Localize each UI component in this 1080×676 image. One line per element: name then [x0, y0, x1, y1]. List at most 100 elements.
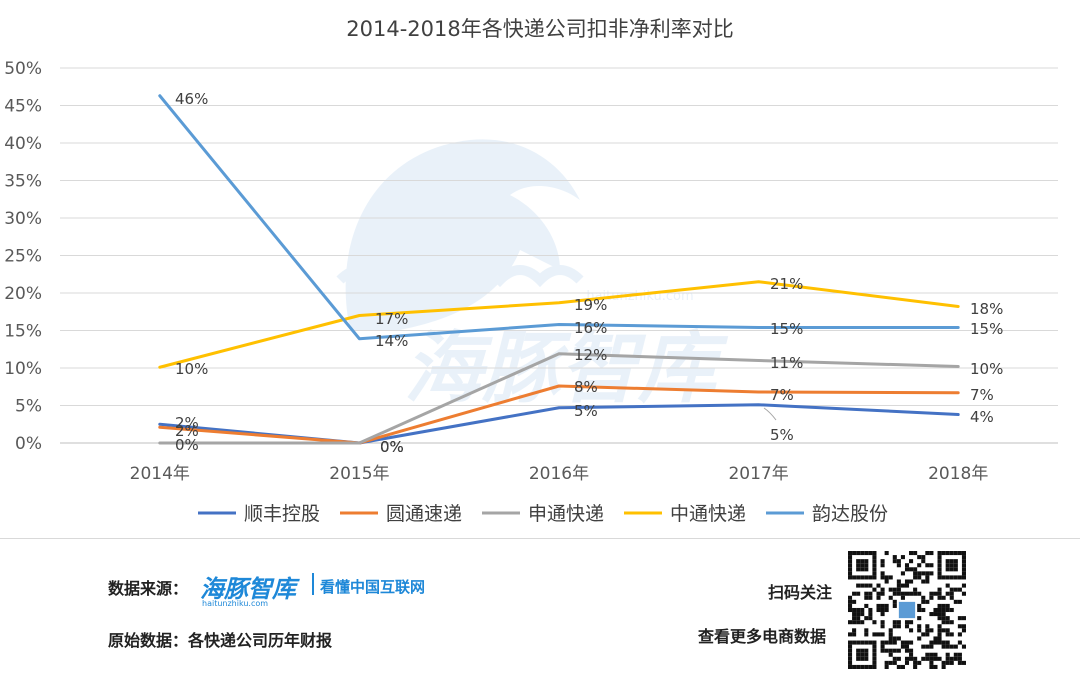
qr-module [848, 652, 853, 657]
qr-center-logo-icon [898, 601, 916, 619]
qr-module [872, 632, 877, 637]
qr-module [925, 656, 930, 661]
data-label: 17% [375, 310, 408, 328]
qr-module [896, 559, 901, 564]
qr-module [929, 571, 934, 576]
y-tick-label: 10% [4, 359, 42, 379]
qr-module [961, 660, 966, 665]
qr-module [913, 656, 918, 661]
qr-module [925, 579, 930, 584]
qr-module [860, 567, 865, 572]
qr-module [925, 551, 930, 556]
qr-module [884, 575, 889, 580]
qr-module [941, 628, 946, 633]
qr-module [937, 640, 942, 645]
legend: 顺丰控股 圆通速递 申通快递 中通快递 韵达股份 [198, 503, 888, 525]
qr-module [876, 607, 881, 613]
qr-module [941, 644, 946, 649]
y-tick-label: 30% [4, 209, 42, 229]
qr-module [860, 551, 865, 556]
qr-module [917, 603, 922, 608]
qr-module [904, 644, 910, 649]
qr-module [945, 640, 950, 645]
qr-module [961, 567, 966, 572]
qr-module [904, 656, 910, 661]
qr-module [868, 664, 873, 669]
qr-module [860, 559, 865, 564]
qr-module [925, 599, 930, 604]
qr-module [909, 656, 914, 661]
qr-module [945, 603, 950, 608]
qr-module [953, 575, 958, 580]
data-label: 7% [970, 386, 994, 404]
qr-module [961, 559, 966, 564]
qr-module [917, 607, 922, 613]
qr-module [896, 591, 901, 596]
qr-module [896, 587, 901, 592]
qr-module [925, 575, 930, 580]
qr-module [925, 652, 930, 657]
qr-module [933, 636, 938, 641]
qr-module [917, 555, 922, 560]
qr-module [904, 583, 910, 588]
qr-module [848, 575, 853, 580]
qr-module [945, 660, 950, 665]
qr-module [913, 587, 918, 592]
qr-module [864, 559, 869, 564]
qr-module [913, 575, 918, 580]
qr-module [949, 551, 954, 556]
qr-module [937, 603, 942, 608]
qr-module [868, 575, 873, 580]
qr-module [921, 656, 926, 661]
qr-module [957, 656, 962, 661]
qr-module [957, 660, 962, 665]
qr-module [904, 579, 910, 584]
qr-module [860, 612, 865, 617]
qr-module [892, 624, 897, 629]
qr-module [852, 664, 857, 669]
qr-module [933, 591, 938, 596]
qr-module [949, 607, 954, 613]
qr-module [941, 616, 946, 621]
data-label: 18% [970, 300, 1003, 318]
x-axis: 2014年 2015年 2016年 2017年 2018年 [130, 464, 989, 484]
brand-divider [312, 573, 314, 595]
qr-module [848, 551, 853, 556]
qr-module [917, 624, 922, 629]
qr-code[interactable] [848, 551, 966, 669]
qr-module [925, 632, 930, 637]
qr-module [896, 636, 901, 641]
qr-module [921, 595, 926, 600]
qr-module [937, 571, 942, 576]
qr-module [864, 664, 869, 669]
qr-module [949, 591, 954, 596]
qr-module [917, 575, 922, 580]
qr-module [904, 567, 910, 572]
qr-module [904, 624, 910, 629]
data-label: 15% [970, 320, 1003, 338]
qr-module [872, 648, 877, 653]
qr-module [864, 567, 869, 572]
qr-module [900, 595, 905, 600]
qr-module [929, 628, 934, 633]
series-lines [158, 94, 960, 445]
data-label: 14% [375, 332, 408, 350]
qr-module [860, 583, 865, 588]
qr-module [848, 595, 853, 600]
qr-module [896, 583, 901, 588]
legend-entry: 圆通速递 [386, 503, 462, 525]
qr-module [848, 664, 853, 669]
data-label: 12% [574, 346, 607, 364]
qr-module [953, 567, 958, 572]
qr-module [961, 644, 966, 649]
qr-module [892, 660, 897, 665]
qr-module [933, 640, 938, 645]
data-label: 19% [574, 296, 607, 314]
qr-module [933, 652, 938, 657]
qr-module [864, 648, 869, 653]
qr-module [848, 632, 853, 637]
qr-module [933, 664, 938, 669]
qr-module [880, 632, 885, 637]
data-label: 0% [380, 438, 404, 456]
qr-module [900, 644, 905, 649]
